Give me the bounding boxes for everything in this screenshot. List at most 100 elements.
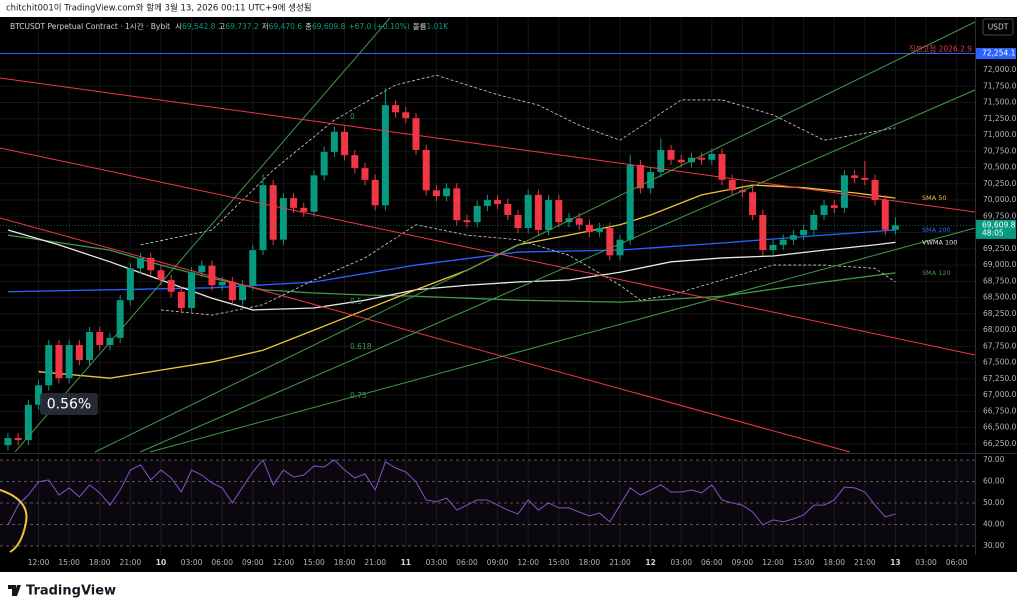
candle-body [14, 438, 22, 440]
x-tick-label: 10 [156, 558, 166, 567]
candle-body [463, 220, 471, 223]
currency-button[interactable] [982, 18, 1014, 36]
trend-line [0, 217, 851, 453]
x-tick-label: 15:00 [58, 558, 80, 567]
y-tick-label: 66,750.0 [983, 406, 1017, 415]
x-tick-label: 15:00 [793, 558, 815, 567]
fan-line [94, 21, 976, 453]
candle-body [371, 179, 379, 206]
logo-mark [8, 585, 21, 596]
y-tick-label: 71,250.0 [983, 114, 1017, 123]
candle-body [606, 228, 614, 256]
candle-body [779, 239, 787, 245]
candle-body [861, 177, 869, 180]
candle-body [473, 205, 481, 223]
x-tick-label: 21:00 [120, 558, 142, 567]
candle-body [147, 257, 155, 271]
candle-body [585, 224, 593, 232]
candle-body [412, 118, 420, 150]
candle-body [616, 239, 624, 256]
candle-body [290, 198, 298, 208]
candle-body [422, 149, 430, 191]
candle-body [575, 218, 583, 225]
x-tick-label: 18:00 [579, 558, 601, 567]
y-tick-label: 69,000.0 [983, 260, 1017, 269]
rsi-tick-label: 30.00 [983, 541, 1005, 550]
x-tick-label: 06:00 [946, 558, 968, 567]
x-tick-label: 06:00 [701, 558, 723, 567]
candle-body [881, 200, 889, 230]
candle-body [728, 179, 736, 191]
legend-key: 시 [175, 22, 182, 31]
fib-label: 0.618 [350, 342, 372, 351]
x-tick-label: 21:00 [854, 558, 876, 567]
candle-body [4, 438, 12, 446]
candle-body [310, 175, 318, 212]
trend-line [0, 77, 976, 213]
x-tick-label: 03:00 [181, 558, 203, 567]
y-tick-label: 67,500.0 [983, 358, 1017, 367]
legend-key: 고 [218, 22, 225, 31]
candle-body [249, 250, 257, 286]
candle-body [65, 345, 73, 379]
x-tick-label: 21:00 [364, 558, 386, 567]
candle-body [167, 280, 175, 292]
x-tick-label: 15:00 [303, 558, 325, 567]
fib-label: 0.5 [350, 297, 362, 306]
candle-body [677, 159, 685, 163]
candle-body [769, 244, 777, 251]
logo-text: TradingView [26, 584, 116, 599]
y-tick-label: 71,750.0 [983, 81, 1017, 90]
legend-volume-key: 볼륨 [413, 22, 427, 31]
candle-body [188, 272, 196, 308]
y-tick-label: 70,250.0 [983, 179, 1017, 188]
overlay-layer: 12:00 15:00 18:00 21:00 10 03:00 06:00 09:00 12:… [10, 21, 1017, 567]
y-tick-label: 68,500.0 [983, 293, 1017, 302]
candle-body [514, 215, 522, 229]
candle-body [524, 194, 532, 229]
y-tick-label: 70,500.0 [983, 163, 1017, 172]
x-tick-label: 13 [890, 558, 900, 567]
y-tick-label: 69,250.0 [983, 244, 1017, 253]
x-tick-label: 18:00 [334, 558, 356, 567]
x-tick-label: 12:00 [517, 558, 539, 567]
candle-body [789, 235, 797, 240]
candle-body [279, 198, 287, 240]
candle-body [361, 168, 369, 180]
legend-key: 종 [305, 22, 312, 31]
fib-label: 0.75 [350, 391, 367, 400]
candle-body [402, 112, 410, 119]
candle-body [851, 175, 859, 178]
candle-body [208, 265, 216, 286]
x-tick-label: 06:00 [456, 558, 478, 567]
legend-change: +67.0 (+0.10%) [348, 22, 409, 31]
indicator-line [140, 74, 896, 246]
candle-body [443, 188, 451, 197]
x-tick-label: 18:00 [823, 558, 845, 567]
fan-line [149, 227, 976, 453]
rsi-line [7, 458, 896, 526]
legend: BTCUSDT Perpetual Contract · 1시간 · Bybit… [10, 21, 449, 31]
x-tick-label: 12:00 [273, 558, 295, 567]
trend-line [0, 147, 976, 356]
candle-body [749, 192, 757, 216]
rsi-tick-label: 60.00 [983, 476, 1005, 485]
indicator-label: VWMA 100 [922, 238, 957, 246]
candle-body [534, 194, 542, 230]
candle-body [55, 345, 63, 379]
candle-body [626, 164, 634, 240]
candle-body [381, 105, 389, 206]
countdown: 48:05 [982, 228, 1004, 237]
candle-body [320, 151, 328, 176]
chart-background [0, 17, 1017, 572]
x-tick-label: 03:00 [915, 558, 937, 567]
y-tick-label: 67,750.0 [983, 341, 1017, 350]
legend-value: 69,737.2 [225, 22, 259, 31]
candle-body [45, 345, 53, 386]
legend-value: 69,470.6 [269, 22, 303, 31]
candle-body [432, 190, 440, 197]
candle-body [830, 205, 838, 208]
candle-body [392, 105, 400, 113]
y-tick-label: 71,000.0 [983, 130, 1017, 139]
x-tick-label: 06:00 [211, 558, 233, 567]
